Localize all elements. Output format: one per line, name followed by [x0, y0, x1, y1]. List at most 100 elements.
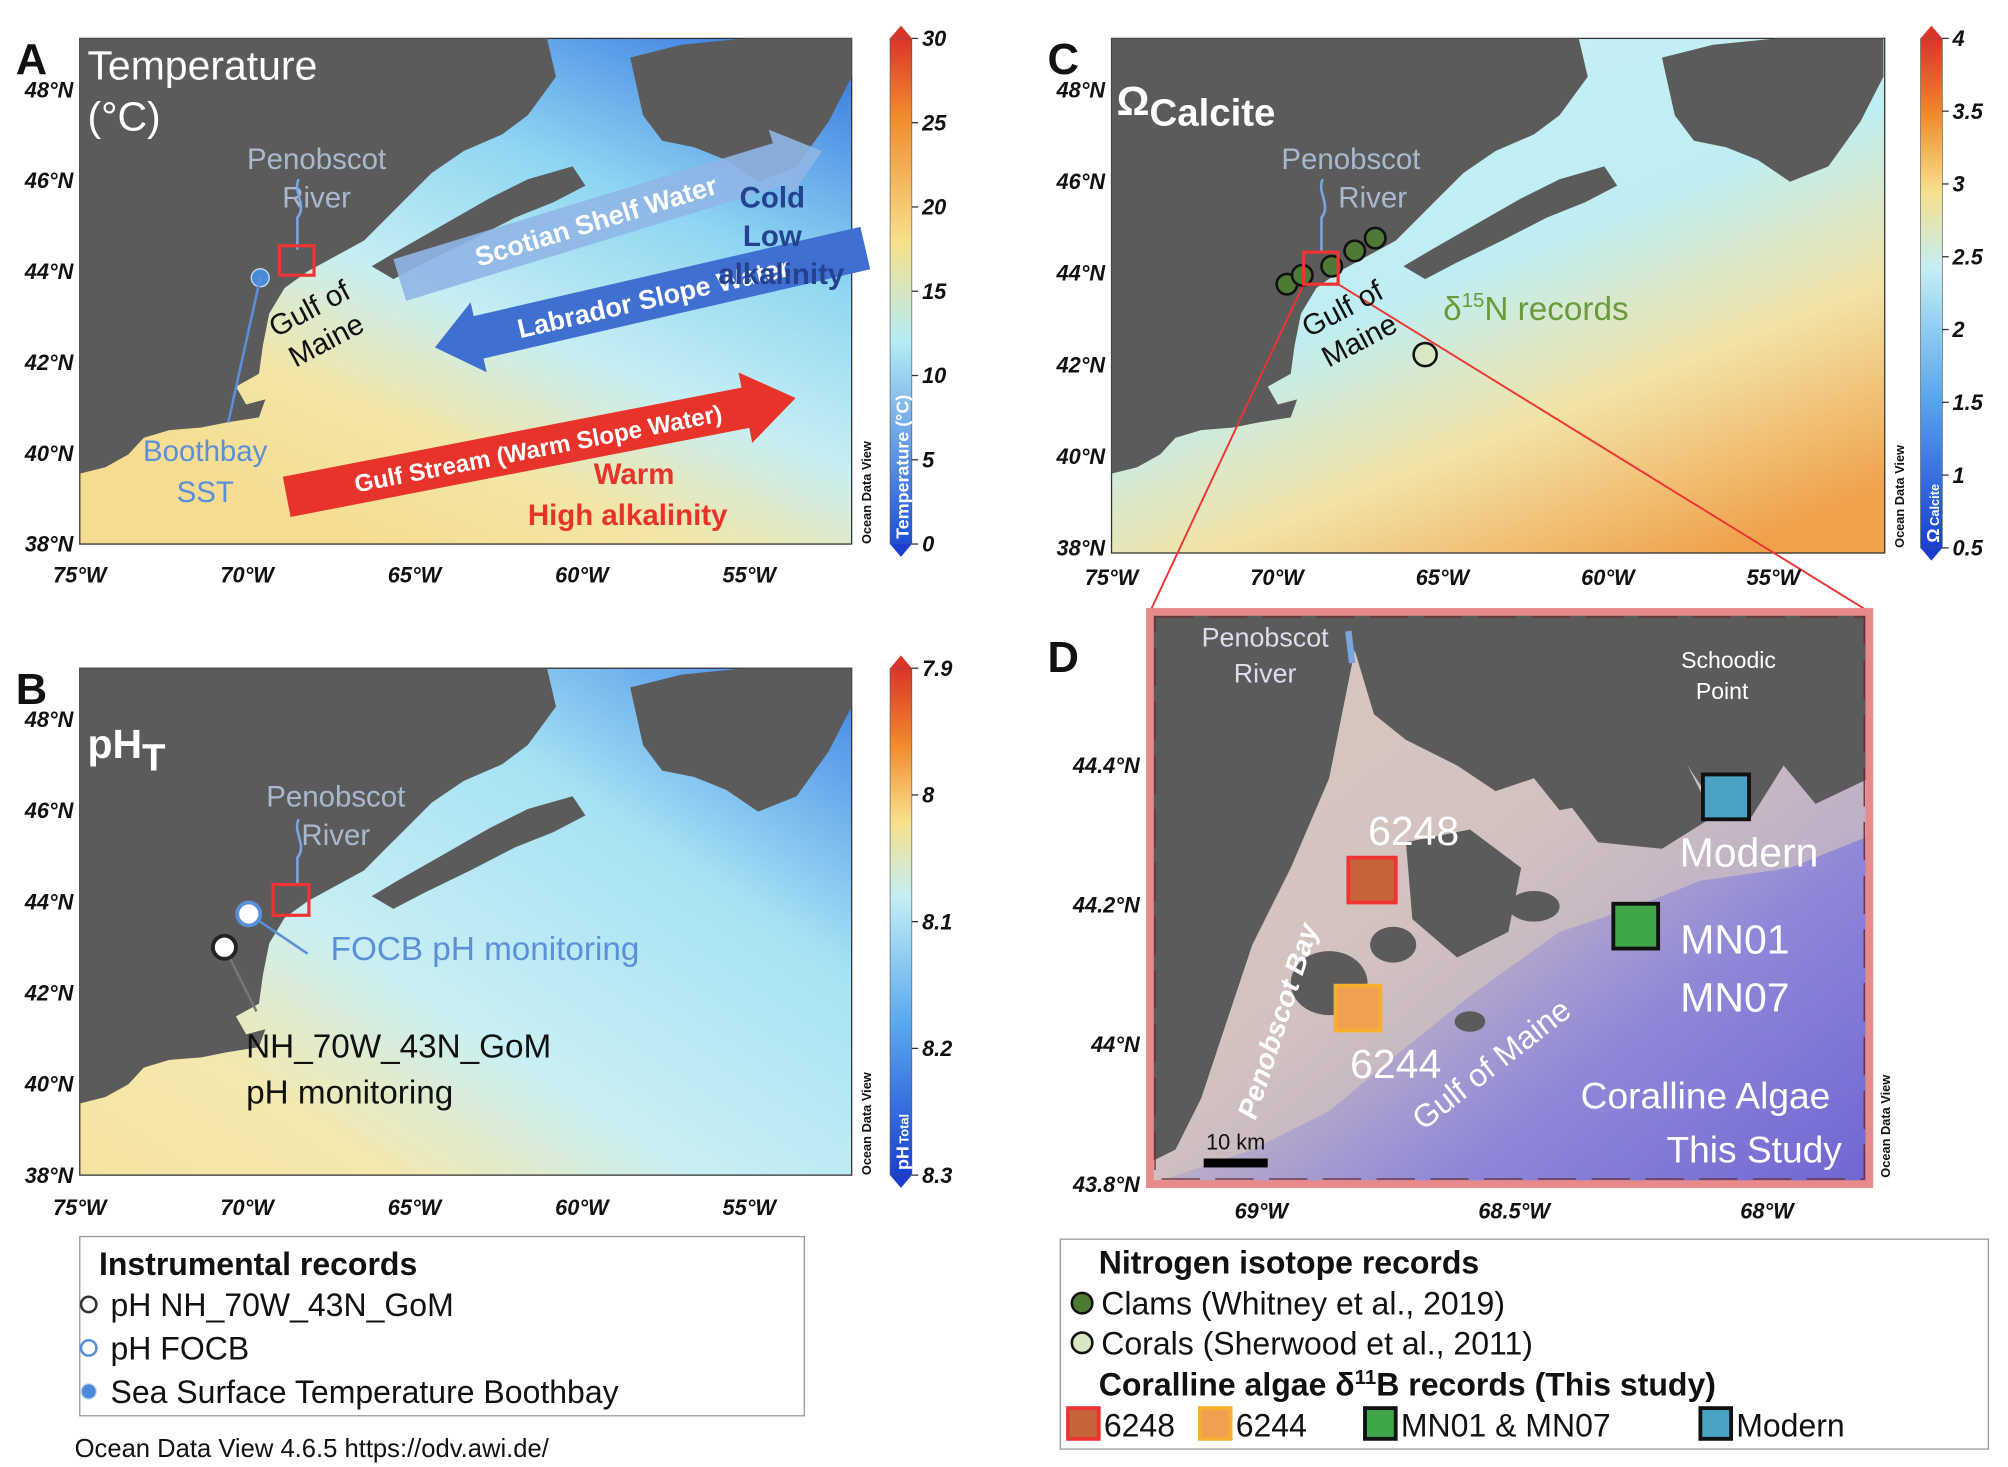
- lat-label: 43.8°N: [1072, 1172, 1141, 1197]
- legend-entry: MN01 & MN07: [1401, 1407, 1611, 1443]
- lat-label: 38°N: [1057, 536, 1107, 561]
- lat-label: 44°N: [1090, 1032, 1141, 1057]
- legend-part: Coralline algae δ: [1099, 1366, 1355, 1402]
- colorbar-label-main: Temperature (°C): [893, 395, 913, 539]
- lon-label: 70°W: [220, 1195, 276, 1220]
- legend-marker: [1070, 1291, 1094, 1315]
- site-marker: [1412, 341, 1438, 368]
- lon-label: 69°W: [1235, 1199, 1291, 1224]
- colorbar-tick-label: 1: [1953, 463, 1965, 488]
- label: Cold: [740, 181, 805, 214]
- title-sub: Calcite: [1149, 91, 1275, 134]
- lat-label: 46°N: [24, 168, 75, 193]
- label: High alkalinity: [528, 499, 728, 532]
- colorbar-tick-label: 0: [922, 532, 934, 557]
- lat-label: 40°N: [1056, 444, 1107, 469]
- inset-frame: [1154, 616, 1865, 1180]
- lon-label: 65°W: [388, 562, 444, 587]
- lat-label: 48°N: [24, 707, 75, 732]
- colorbar-cap: [1920, 25, 1943, 39]
- panel-letter: D: [1048, 634, 1079, 682]
- colorbar-tick-label: 8.1: [922, 909, 952, 934]
- colorbar-tick-label: 8.3: [922, 1163, 952, 1188]
- leader-line: [227, 277, 262, 423]
- panel-title: ΩCalcite: [1117, 78, 1276, 134]
- label: Modern: [1680, 830, 1819, 876]
- colorbar-cap: [890, 544, 912, 557]
- colorbar-cap: [1920, 547, 1943, 561]
- colorbar-tick-label: 1.5: [1953, 390, 1984, 415]
- lon-label: 75°W: [1085, 565, 1141, 590]
- label: Schoodic: [1681, 647, 1776, 673]
- site-marker: [1333, 983, 1383, 1033]
- lat-label: 42°N: [24, 981, 75, 1006]
- colorbar-label: pH Total: [893, 1114, 913, 1170]
- lat-label: 42°N: [1056, 352, 1107, 377]
- lat-label: 44°N: [1056, 261, 1107, 286]
- lon-label: 65°W: [1416, 565, 1472, 590]
- colorbar-tick-label: 30: [922, 26, 946, 51]
- label: River: [301, 819, 370, 852]
- colorbar-tick-label: 3.5: [1953, 99, 1984, 124]
- site-box: [277, 244, 316, 277]
- land: [1149, 611, 1870, 1163]
- colorbar-tick-label: 0.5: [1953, 536, 1984, 561]
- legend-entry: Sea Surface Temperature Boothbay: [110, 1374, 618, 1410]
- legend-marker: [1363, 1406, 1398, 1441]
- label: River: [1338, 181, 1407, 214]
- lon-label: 60°W: [555, 1195, 611, 1220]
- label: MN01: [1680, 917, 1789, 963]
- label: FOCB pH monitoring: [331, 931, 640, 968]
- zoom-line: [1337, 283, 1870, 613]
- colorbar-label-main: pH: [893, 1146, 913, 1170]
- site-marker: [1611, 901, 1661, 951]
- lat-label: 44.4°N: [1072, 753, 1141, 778]
- label: Boothbay: [143, 435, 268, 468]
- lat-label: 38°N: [25, 532, 75, 557]
- label: Low: [743, 220, 802, 253]
- panel-title: (°C): [87, 94, 160, 140]
- label: NH_70W_43N_GoM: [246, 1028, 551, 1065]
- label: SST: [177, 476, 234, 509]
- legend-entry: Corals (Sherwood et al., 2011): [1101, 1325, 1533, 1361]
- label: 6244: [1350, 1041, 1441, 1087]
- lon-label: 70°W: [220, 562, 276, 587]
- lon-label: 60°W: [1581, 565, 1637, 590]
- lat-label: 44.2°N: [1072, 893, 1141, 918]
- lat-label: 48°N: [24, 77, 75, 102]
- site-marker: [1343, 239, 1367, 263]
- colorbar-label-sub: Calcite: [1927, 484, 1942, 526]
- lat-label: 46°N: [1056, 169, 1107, 194]
- panel-letter: B: [16, 666, 47, 714]
- island: [1405, 829, 1522, 958]
- legend-title: Instrumental records: [99, 1246, 417, 1282]
- colorbar-tick-label: 2.5: [1952, 244, 1984, 269]
- legend-entry: Clams (Whitney et al., 2019): [1101, 1286, 1505, 1322]
- inset-frame: [1146, 608, 1874, 1188]
- legend-entry: pH FOCB: [110, 1330, 249, 1366]
- site-box: [1301, 250, 1340, 286]
- label: River: [1234, 658, 1297, 688]
- colorbar-label-sub: Total: [897, 1114, 912, 1144]
- colorbar-cap: [890, 25, 912, 39]
- colorbar-tick-label: 8: [922, 783, 935, 808]
- colorbar-label-main: Ω: [1923, 528, 1943, 542]
- legend-marker: [80, 1383, 98, 1400]
- lon-label: 75°W: [53, 1195, 109, 1220]
- colorbar-tick-label: 7.9: [922, 656, 952, 681]
- scale-bar: [1203, 1158, 1268, 1168]
- colorbar-tick-label: 20: [921, 195, 946, 220]
- title-main: Ω: [1117, 78, 1150, 124]
- label: Penobscot: [1281, 143, 1420, 176]
- label-sup: 15: [1462, 289, 1485, 312]
- colorbar-tick-label: 8.2: [922, 1036, 952, 1061]
- label: River: [282, 181, 351, 214]
- panel-title: Temperature: [87, 42, 317, 88]
- title-sub: T: [142, 737, 166, 780]
- colorbar-tick-label: 4: [1952, 26, 1965, 51]
- label: This Study: [1666, 1128, 1842, 1170]
- inset-map: [1149, 611, 1870, 1185]
- colorbar-cap: [890, 655, 912, 669]
- label: alkalinity: [718, 258, 845, 291]
- label: MN07: [1680, 974, 1789, 1020]
